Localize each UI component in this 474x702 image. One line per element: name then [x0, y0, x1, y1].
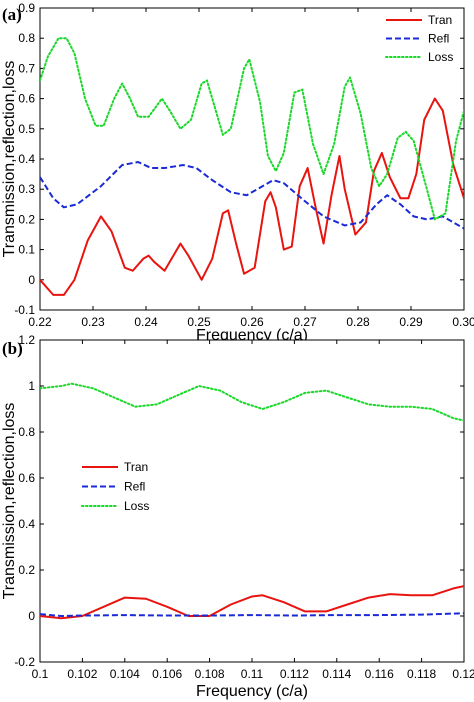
- y-tick-label: 1: [28, 379, 35, 393]
- x-tick-label: 0.22: [28, 315, 52, 329]
- x-axis-label: Frequency (c/a): [196, 683, 308, 700]
- x-tick-label: 0.1: [32, 667, 49, 681]
- series-line-loss: [40, 382, 464, 422]
- series-line-tran: [40, 585, 464, 620]
- y-tick-label: 0.2: [18, 212, 35, 226]
- y-tick-label: 0.8: [18, 425, 35, 439]
- chart-panel-b: 0.1 0.102 0.104 0.106 0.108 0.11 0.112 0.114 0.1…: [1, 333, 474, 700]
- y-tick-label: 0.6: [18, 92, 35, 106]
- y-tick-label: 0.1: [18, 243, 35, 257]
- x-tick-label: 0.27: [293, 315, 317, 329]
- series-line-loss: [40, 37, 464, 221]
- x-tick-label: 0.28: [346, 315, 370, 329]
- legend-label-tran: Tran: [428, 13, 452, 27]
- legend-label-loss: Loss: [124, 499, 149, 513]
- x-tick-label: 0.104: [110, 667, 140, 681]
- x-tick-label: 0.102: [67, 667, 97, 681]
- x-tick-label: 0.26: [240, 315, 264, 329]
- y-tick-label: 0.6: [18, 471, 35, 485]
- y-tick-label: 1.2: [18, 333, 35, 347]
- y-tick-label: 0: [28, 609, 35, 623]
- series-line-refl: [40, 612, 464, 617]
- y-axis-label: Transmission,reflection,loss: [1, 61, 18, 258]
- legend-label-refl: Refl: [428, 32, 449, 46]
- y-tick-label: -0.1: [14, 303, 35, 317]
- x-tick-label: 0.30: [452, 315, 474, 329]
- y-tick-label: 0: [28, 273, 35, 287]
- y-tick-label: 0.2: [18, 563, 35, 577]
- x-tick-label: 0.116: [365, 667, 394, 681]
- legend-label-refl: Refl: [124, 480, 145, 494]
- panel-label: (a): [2, 5, 22, 24]
- series-line-refl: [40, 161, 464, 230]
- legend-label-loss: Loss: [428, 50, 453, 64]
- panel-label: (b): [2, 339, 23, 358]
- x-tick-label: 0.118: [407, 667, 436, 681]
- y-tick-label: 0.4: [18, 517, 35, 531]
- y-tick-label: 0.7: [18, 61, 35, 75]
- series-line-tran: [40, 97, 464, 296]
- chart-panel-a: 0.22 0.23 0.24 0.25 0.26 0.27 0.28 0.29 0.30-0.1…: [1, 1, 474, 344]
- x-tick-label: 0.12: [452, 667, 474, 681]
- x-tick-label: 0.11: [241, 667, 264, 681]
- x-tick-label: 0.25: [187, 315, 211, 329]
- y-tick-label: 0.9: [18, 1, 35, 15]
- y-tick-label: 0.3: [18, 182, 35, 196]
- y-tick-label: -0.2: [14, 655, 35, 669]
- x-tick-label: 0.29: [399, 315, 423, 329]
- plot-frame: [39, 7, 465, 311]
- x-tick-label: 0.106: [152, 667, 182, 681]
- y-tick-label: 0.8: [18, 31, 35, 45]
- plot-frame: [39, 339, 465, 663]
- y-tick-label: 0.5: [18, 122, 35, 136]
- x-tick-label: 0.108: [195, 667, 225, 681]
- y-axis-label: Transmission,reflection,loss: [1, 403, 18, 600]
- x-tick-label: 0.24: [134, 315, 158, 329]
- x-tick-label: 0.23: [81, 315, 105, 329]
- legend-label-tran: Tran: [124, 460, 148, 474]
- x-tick-label: 0.112: [280, 667, 309, 681]
- x-tick-label: 0.114: [322, 667, 351, 681]
- y-tick-label: 0.4: [18, 152, 35, 166]
